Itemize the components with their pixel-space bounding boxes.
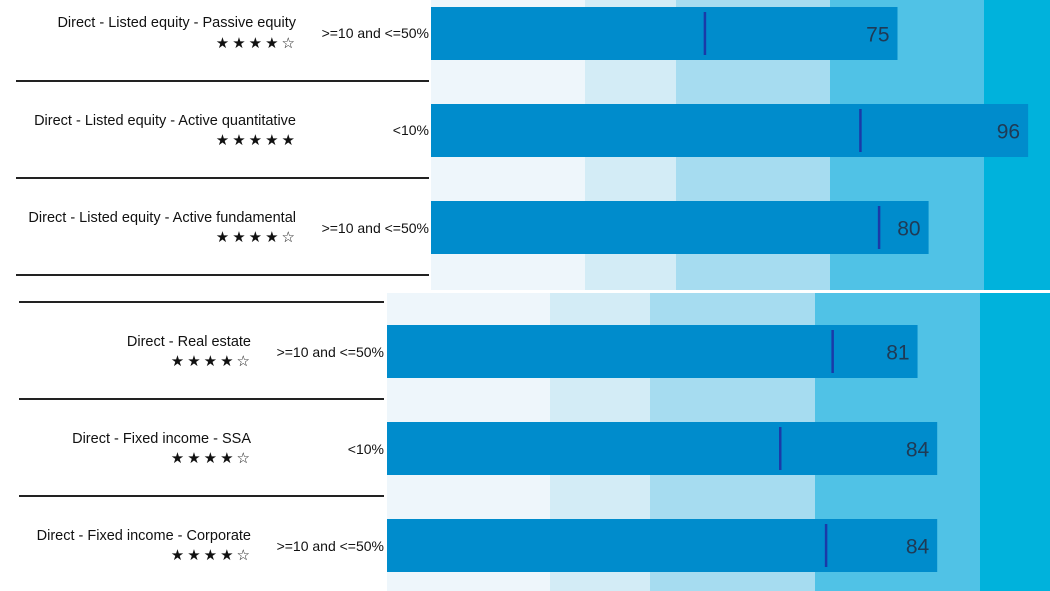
data-label: 81	[886, 342, 909, 365]
data-label: 84	[906, 439, 930, 462]
data-label: 80	[897, 218, 920, 241]
row-label: Direct - Fixed income - SSA	[72, 431, 251, 447]
data-label: 84	[906, 536, 930, 559]
range-label: >=10 and <=50%	[276, 538, 384, 554]
row-divider	[19, 301, 384, 303]
target-marker	[824, 524, 828, 567]
row-divider	[16, 80, 429, 82]
row-label: Direct - Listed equity - Active fundamen…	[28, 210, 296, 226]
row-divider	[19, 495, 384, 497]
rating-stars: ★★★★☆	[170, 450, 253, 467]
rating-stars: ★★★★☆	[170, 547, 253, 564]
row-divider	[16, 274, 429, 276]
row-label: Direct - Real estate	[126, 334, 251, 350]
value-bar	[387, 519, 938, 572]
rating-stars: ★★★★★	[215, 132, 298, 149]
range-label: >=10 and <=50%	[321, 25, 429, 41]
target-marker	[877, 206, 881, 249]
range-label: <10%	[347, 441, 384, 457]
band-5	[980, 293, 1050, 591]
value-bar	[431, 104, 1029, 157]
value-bar	[387, 422, 938, 475]
row-divider	[16, 177, 429, 179]
row-label: Direct - Listed equity - Passive equity	[57, 15, 296, 31]
target-marker	[859, 109, 862, 152]
range-label: >=10 and <=50%	[321, 220, 429, 236]
bullet-chart-2: 81 84 84	[387, 293, 1050, 591]
data-label: 96	[997, 121, 1020, 144]
range-label: <10%	[392, 122, 429, 138]
chart-panel-1: 75 96 80 Direct - Listed equity - Passive …	[0, 0, 1050, 290]
rating-stars: ★★★★☆	[215, 229, 298, 246]
bullet-chart-1: 75 96 80	[431, 0, 1050, 290]
rating-stars: ★★★★☆	[215, 35, 298, 52]
target-marker	[703, 12, 707, 55]
value-bar	[431, 7, 898, 60]
row-label: Direct - Fixed income - Corporate	[36, 528, 251, 544]
value-bar	[431, 201, 929, 254]
row-divider	[19, 398, 384, 400]
rating-stars: ★★★★☆	[170, 353, 253, 370]
range-label: >=10 and <=50%	[276, 344, 384, 360]
row-label: Direct - Listed equity - Active quantita…	[34, 113, 296, 129]
value-bar	[387, 325, 918, 378]
data-label: 75	[866, 24, 889, 47]
target-marker	[779, 427, 782, 470]
target-marker	[831, 330, 834, 373]
chart-panel-2: 81 84 84 Direct - Real estate ★★★★☆ >=10 a…	[0, 293, 1050, 591]
